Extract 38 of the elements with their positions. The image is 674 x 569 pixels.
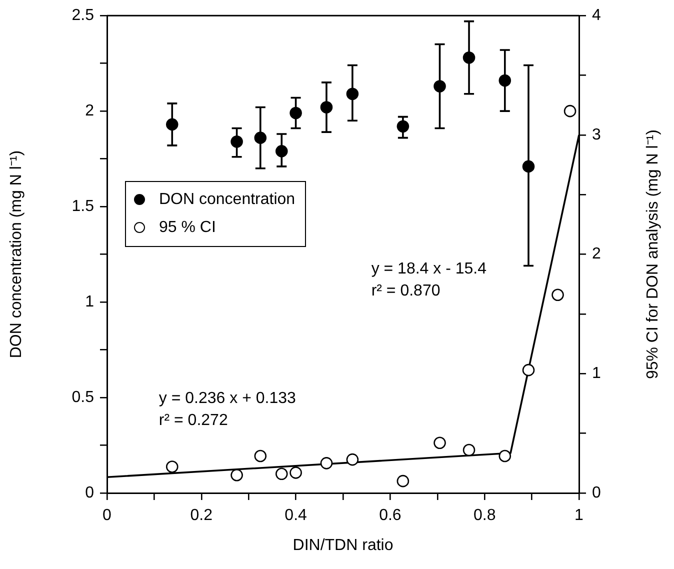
x-tick-label: 1 <box>574 507 584 524</box>
point <box>346 453 359 466</box>
annotation: y = 0.236 x + 0.133 r² = 0.272 <box>158 390 296 430</box>
y-axis-title: DON concentration (mg N l⁻¹) <box>8 150 26 358</box>
point <box>396 474 410 488</box>
point <box>230 468 243 482</box>
y-tick-label: 0 <box>85 484 94 502</box>
point <box>434 436 446 450</box>
point <box>254 450 267 462</box>
point <box>462 444 476 456</box>
x-tick-label: 0.4 <box>284 507 308 524</box>
y2-tick-label: 0 <box>592 484 601 502</box>
point <box>522 364 535 376</box>
y-tick-label: 2.5 <box>72 7 94 24</box>
point <box>498 450 512 462</box>
y-tick-label: 0.5 <box>72 388 94 406</box>
y-tick-label: 1.5 <box>72 198 94 215</box>
y2-axis-title: 95% CI for DON analysis (mg N l⁻¹) <box>644 130 662 380</box>
y2-tick-label: 1 <box>592 365 601 382</box>
annotation: y = 18.4 x - 15.4 r² = 0.870 <box>371 260 487 300</box>
y2-tick-label: 3 <box>592 126 601 144</box>
x-axis-title: DIN/TDN ratio <box>292 536 394 554</box>
y2-tick-label: 4 <box>592 7 601 24</box>
x-tick-label: 0.8 <box>473 507 496 524</box>
x-tick-label: 0.2 <box>190 507 213 524</box>
legend-label: DON concentration <box>159 190 296 210</box>
y-tick-label: 1 <box>85 293 94 310</box>
point <box>166 460 178 473</box>
point <box>564 104 576 118</box>
y2-tick-label: 2 <box>592 246 601 263</box>
point <box>320 457 333 470</box>
point <box>275 468 288 480</box>
point <box>290 466 302 479</box>
legend-label: 95 % CI <box>159 218 216 238</box>
y-tick-label: 2 <box>85 102 94 120</box>
x-tick-label: 0 <box>102 507 112 524</box>
x-tick-label: 0.6 <box>379 507 402 524</box>
point <box>552 288 564 302</box>
